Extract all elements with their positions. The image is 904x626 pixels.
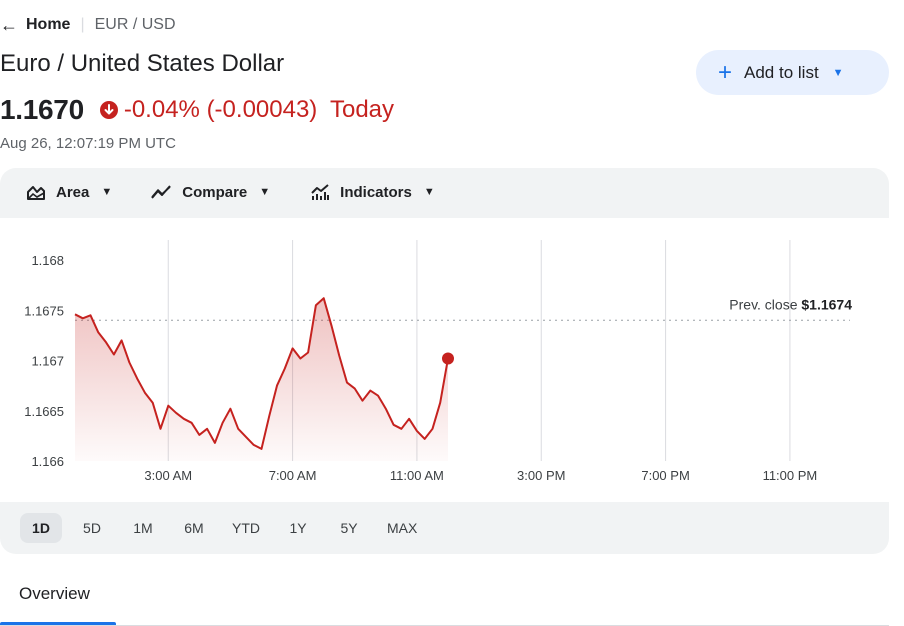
- breadcrumb-separator: |: [80, 16, 85, 33]
- compare-label: Compare: [182, 183, 248, 201]
- indicators-label: Indicators: [340, 183, 412, 201]
- x-axis-tick-label: 11:00 AM: [390, 468, 444, 483]
- active-tab-indicator: [0, 622, 116, 625]
- arrow-down-circle-icon: [99, 101, 118, 119]
- y-axis-tick-label: 1.1675: [24, 303, 64, 318]
- add-to-list-label: Add to list: [744, 62, 819, 82]
- current-price: 1.1670: [0, 94, 84, 125]
- range-selector: 1D 5D 1M 6M YTD 1Y 5Y MAX: [0, 502, 889, 554]
- area-label: Area: [56, 183, 90, 201]
- change-period: Today: [329, 96, 395, 123]
- chart-plot-area[interactable]: 3:00 AM 7:00 AM 11:00 AM 3:00 PM 7:00 PM 11:0…: [0, 218, 889, 502]
- price-row: 1.1670 -0.04% (-0.00043) Today: [0, 92, 394, 128]
- y-axis-tick-label: 1.1665: [24, 404, 64, 419]
- x-axis-tick-label: 7:00 AM: [269, 468, 317, 483]
- back-arrow-icon[interactable]: ←: [0, 14, 18, 35]
- x-axis-tick-label: 11:00 PM: [763, 468, 818, 483]
- quote-timestamp: Aug 26, 12:07:19 PM UTC: [0, 135, 176, 152]
- y-axis-tick-label: 1.168: [31, 253, 64, 268]
- price-change: -0.04% (-0.00043) Today: [124, 96, 394, 124]
- x-axis-tick-label: 7:00 PM: [641, 468, 689, 483]
- chart-type-area-dropdown[interactable]: Area ▼: [26, 183, 112, 201]
- price-chart[interactable]: 3:00 AM 7:00 AM 11:00 AM 3:00 PM 7:00 PM 11:0…: [0, 218, 889, 502]
- current-price-marker: [442, 352, 454, 365]
- range-button-1m[interactable]: 1M: [133, 520, 153, 536]
- breadcrumb-home-link[interactable]: Home: [26, 16, 71, 33]
- range-button-max[interactable]: MAX: [387, 520, 418, 536]
- y-axis-tick-label: 1.166: [31, 454, 64, 469]
- range-button-5y[interactable]: 5Y: [340, 520, 358, 536]
- add-to-list-button[interactable]: + Add to list ▼: [696, 50, 889, 95]
- x-axis-tick-label: 3:00 PM: [517, 468, 565, 483]
- range-button-1d[interactable]: 1D: [20, 513, 62, 543]
- prev-close-label: Prev. close $1.1674: [729, 296, 852, 312]
- tab-bar: Overview: [0, 574, 889, 626]
- range-button-5d[interactable]: 5D: [83, 520, 101, 536]
- breadcrumb-current: EUR / USD: [94, 16, 176, 33]
- page-title: Euro / United States Dollar: [0, 50, 285, 77]
- indicators-dropdown[interactable]: Indicators ▼: [310, 183, 435, 201]
- tab-overview-label: Overview: [19, 584, 90, 603]
- compare-dropdown[interactable]: Compare ▼: [150, 183, 270, 201]
- plus-icon: +: [718, 58, 733, 86]
- chevron-down-icon: ▼: [101, 186, 113, 198]
- change-absolute: (-0.00043): [206, 96, 318, 123]
- change-percent: -0.04%: [123, 96, 200, 123]
- area-chart-icon: [27, 186, 45, 200]
- chevron-down-icon: ▼: [832, 66, 844, 79]
- chart-card: Area ▼ Compare ▼ Indicators ▼ 3:00 AM 7:0…: [0, 168, 889, 554]
- chevron-down-icon: ▼: [259, 186, 271, 198]
- range-button-ytd[interactable]: YTD: [232, 520, 260, 536]
- breadcrumb: ← Home | EUR / USD: [0, 14, 176, 36]
- compare-icon: [151, 185, 171, 199]
- y-axis-tick-label: 1.167: [31, 354, 64, 369]
- chart-toolbar: Area ▼ Compare ▼ Indicators ▼: [0, 168, 889, 216]
- range-button-1y[interactable]: 1Y: [289, 520, 307, 536]
- range-button-6m[interactable]: 6M: [184, 520, 204, 536]
- price-area-fill: [75, 298, 448, 461]
- price-line: [74, 297, 449, 450]
- chevron-down-icon: ▼: [423, 186, 435, 198]
- x-axis-tick-label: 3:00 AM: [144, 468, 192, 483]
- tab-overview[interactable]: Overview: [0, 574, 116, 625]
- indicators-icon: [311, 184, 330, 200]
